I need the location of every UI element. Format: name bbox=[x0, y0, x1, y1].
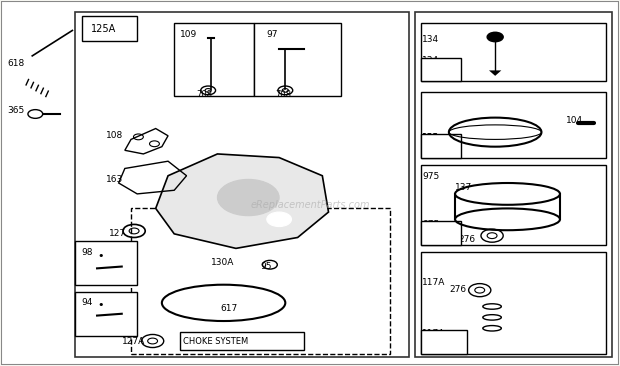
Text: 975: 975 bbox=[422, 220, 440, 229]
Bar bbox=[76, 12, 409, 357]
Text: 117A: 117A bbox=[422, 329, 446, 338]
Text: 97: 97 bbox=[267, 30, 278, 38]
Bar bbox=[421, 221, 461, 245]
Text: 618: 618 bbox=[7, 59, 25, 68]
Circle shape bbox=[267, 212, 291, 227]
Text: 276: 276 bbox=[458, 235, 476, 244]
Text: 127A: 127A bbox=[122, 336, 145, 346]
Text: 104: 104 bbox=[566, 116, 583, 125]
Text: 134: 134 bbox=[422, 35, 440, 44]
Text: 365: 365 bbox=[7, 106, 25, 115]
Text: 117A: 117A bbox=[422, 278, 446, 287]
Bar bbox=[421, 23, 606, 81]
Text: eReplacementParts.com: eReplacementParts.com bbox=[250, 200, 370, 210]
Text: 975: 975 bbox=[422, 172, 440, 180]
Text: 94: 94 bbox=[82, 298, 93, 307]
Bar bbox=[421, 165, 606, 245]
Text: 109: 109 bbox=[180, 30, 198, 38]
Text: 130A: 130A bbox=[211, 258, 234, 268]
Bar bbox=[421, 252, 606, 354]
Text: •: • bbox=[97, 251, 104, 261]
Bar bbox=[174, 23, 254, 96]
Bar bbox=[131, 208, 390, 354]
Text: 708: 708 bbox=[196, 90, 212, 98]
Polygon shape bbox=[156, 154, 329, 249]
Text: 125A: 125A bbox=[91, 24, 116, 34]
Circle shape bbox=[487, 32, 503, 42]
Bar bbox=[415, 12, 613, 357]
Bar bbox=[421, 92, 606, 158]
Polygon shape bbox=[489, 70, 502, 76]
Text: 133: 133 bbox=[422, 133, 440, 142]
Text: 95: 95 bbox=[260, 262, 272, 271]
Text: CHOKE SYSTEM: CHOKE SYSTEM bbox=[187, 340, 257, 349]
Circle shape bbox=[218, 179, 279, 216]
Bar bbox=[421, 134, 461, 158]
Text: 98: 98 bbox=[82, 247, 93, 257]
Text: 276: 276 bbox=[449, 285, 466, 294]
Text: 137: 137 bbox=[455, 183, 472, 192]
Text: CHOKE SYSTEM: CHOKE SYSTEM bbox=[184, 336, 249, 346]
Bar bbox=[421, 58, 461, 81]
Bar bbox=[82, 16, 137, 41]
Bar bbox=[421, 330, 467, 354]
Bar bbox=[76, 292, 137, 336]
Text: 133: 133 bbox=[422, 133, 440, 142]
Text: 108: 108 bbox=[106, 131, 123, 140]
Text: 163: 163 bbox=[106, 175, 123, 184]
Text: •: • bbox=[97, 300, 104, 310]
Text: 134: 134 bbox=[422, 56, 440, 66]
Bar bbox=[254, 23, 341, 96]
Text: 127: 127 bbox=[109, 229, 126, 238]
Text: 617: 617 bbox=[221, 304, 237, 313]
Bar bbox=[76, 241, 137, 285]
Text: 708: 708 bbox=[275, 90, 291, 98]
Bar bbox=[180, 332, 304, 350]
